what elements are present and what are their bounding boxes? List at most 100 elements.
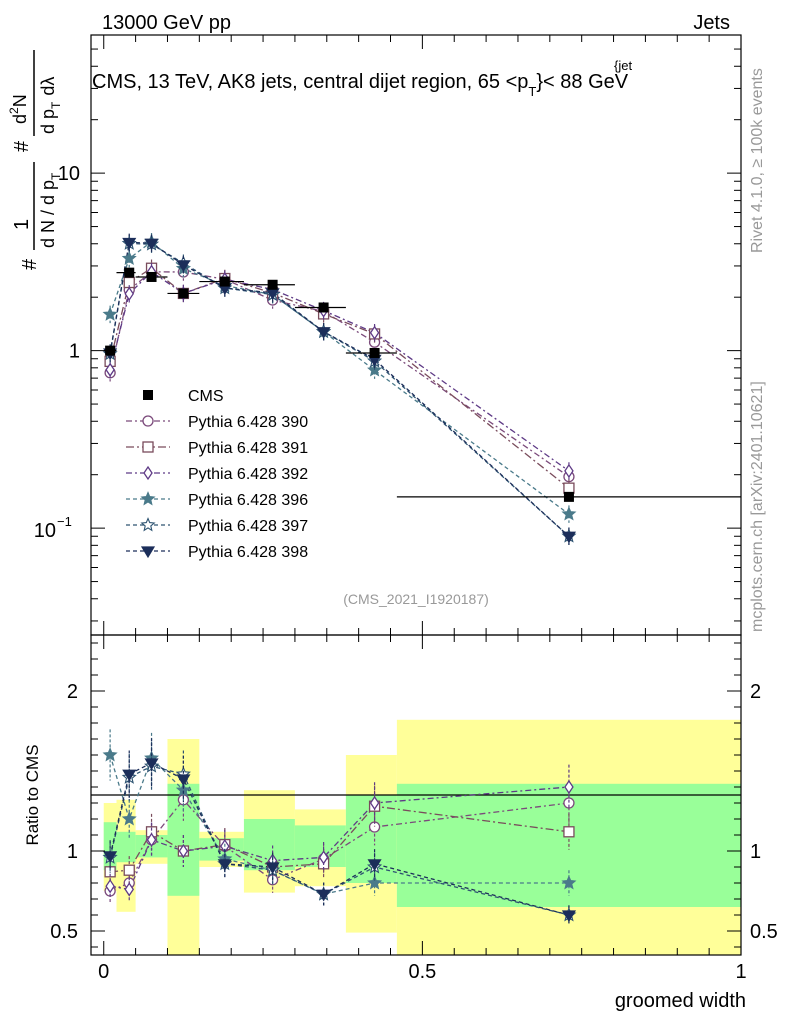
ratio-point — [217, 859, 232, 871]
main-point — [561, 506, 577, 521]
ratio-point — [178, 843, 189, 859]
ratio-point — [146, 832, 157, 847]
main-y-tick-label-0.1-base: 10 — [34, 520, 56, 542]
ratio-point — [123, 864, 135, 876]
ylabel-one: 1 — [11, 219, 33, 230]
ratio-point — [105, 879, 115, 894]
svg-text:#: # — [19, 258, 41, 270]
ylabel-N: N — [10, 94, 30, 107]
ratio-point — [144, 758, 159, 771]
ylabel-hash: # — [19, 258, 41, 270]
plot-title-sup: {jet — [614, 58, 632, 73]
x-tick-label: 1 — [735, 961, 746, 983]
ratio-point — [563, 797, 575, 809]
ratio-axis-ticks: 0.5 0.51 12 20 0.5 1 — [50, 635, 778, 983]
x-tick-label: 0.5 — [408, 961, 436, 983]
ratio-point — [561, 910, 577, 923]
plot-title-main: CMS, 13 TeV, AK8 jets, central dijet reg… — [92, 71, 528, 93]
ratio-band-green — [116, 831, 136, 863]
ylabel-lambda: λ — [38, 77, 58, 86]
x-tick-label: 0 — [98, 961, 109, 983]
legend-marker — [142, 441, 154, 453]
ratio-panel-frame — [90, 634, 742, 956]
main-point — [122, 237, 137, 250]
ylabel-d2-sup: 2 — [7, 107, 21, 114]
data-point — [219, 276, 230, 287]
legend-label: Pythia 6.428 397 — [188, 518, 308, 535]
ylabel-d2: d — [10, 114, 30, 124]
plot-title-end: }< 88 GeV — [536, 71, 628, 93]
main-series-line — [109, 271, 570, 478]
plot-title-sub: T — [528, 84, 536, 99]
ratio-point — [367, 859, 382, 871]
ratio-markers — [102, 729, 577, 925]
legend-label: Pythia 6.428 391 — [188, 440, 308, 457]
legend-marker-CMS — [143, 390, 153, 400]
main-series-lines — [109, 240, 570, 537]
data-point — [267, 279, 278, 290]
main-y-tick-label-10: 10 — [58, 163, 80, 185]
main-series-line — [109, 270, 570, 472]
main-point — [316, 327, 331, 339]
ylabel-den2: d p — [38, 109, 58, 134]
svg-text:#: # — [11, 140, 33, 152]
ratio-point — [318, 850, 329, 865]
data-point — [318, 302, 329, 313]
svg-text:d2N: d2N — [7, 94, 30, 124]
data-point — [105, 345, 116, 356]
main-series-line — [109, 241, 570, 537]
main-markers — [102, 232, 741, 545]
ylabel-den-sub: T — [49, 172, 63, 180]
data-point — [563, 491, 574, 502]
ylabel-den2-end: d — [38, 86, 58, 96]
main-point — [564, 463, 574, 479]
main-point — [176, 260, 191, 272]
legend-label: Pythia 6.428 396 — [188, 492, 308, 509]
main-point — [102, 306, 118, 321]
analysis-reference: (CMS_2021_I1920187) — [343, 591, 489, 607]
main-point — [563, 482, 575, 494]
main-series-line — [109, 267, 570, 489]
ratio-point — [102, 747, 118, 762]
ratio-uncertainty-bands — [103, 719, 741, 955]
main-point — [124, 286, 135, 301]
legend-label: Pythia 6.428 398 — [188, 544, 308, 561]
ratio-y-axis-label: Ratio to CMS — [23, 744, 42, 845]
svg-text:d N / d pT: d N / d pT — [38, 172, 63, 248]
ratio-point — [561, 875, 577, 890]
ratio-point — [563, 826, 575, 838]
x-axis-label: groomed width — [615, 990, 746, 1012]
legend-label-CMS: CMS — [188, 388, 224, 405]
ratio-point — [121, 811, 137, 826]
legend-marker — [140, 491, 156, 506]
ratio-point — [176, 774, 191, 787]
main-y-axis-label: # 1 d N / d pT # d2N d pTdλ — [7, 50, 63, 270]
main-y-tick-label-1: 1 — [69, 341, 80, 363]
legend-label: Pythia 6.428 392 — [188, 466, 308, 483]
ylabel-den2-sub: T — [49, 101, 63, 109]
ratio-y-tick-label-right: 0.5 — [750, 921, 778, 943]
legend-marker — [140, 546, 156, 559]
main-series-line — [109, 242, 570, 537]
ylabel-hash-2: # — [11, 140, 33, 152]
main-point — [121, 250, 137, 265]
data-point — [124, 267, 135, 278]
ratio-point — [369, 795, 380, 811]
data-point — [178, 288, 189, 299]
ratio-y-tick-label-right: 2 — [750, 681, 761, 703]
legend-marker — [143, 465, 153, 481]
legend: CMS Pythia 6.428 390 Pythia 6.428 391 Pythi… — [126, 388, 308, 561]
ratio-series-line — [110, 805, 569, 873]
ratio-y-tick-label-left: 0.5 — [50, 921, 78, 943]
legend-marker — [142, 415, 154, 427]
svg-text:1: 1 — [11, 219, 33, 230]
ratio-y-tick-label-right: 1 — [750, 841, 761, 863]
svg-text:d pTdλ: d pTdλ — [38, 77, 63, 134]
ratio-point — [265, 862, 280, 875]
plot-title: CMS, 13 TeV, AK8 jets, central dijet reg… — [92, 71, 629, 99]
ratio-point — [367, 875, 383, 890]
ratio-y-tick-label-left: 1 — [67, 841, 78, 863]
main-point — [369, 325, 380, 340]
